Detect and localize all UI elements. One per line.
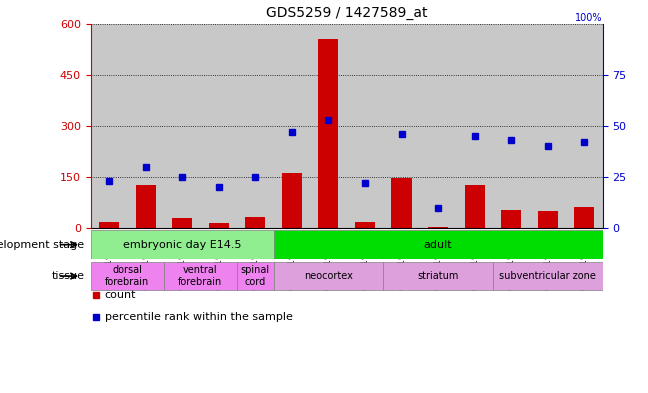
Bar [501,210,521,228]
Bar [391,178,411,228]
Bar [273,230,603,259]
Text: development stage: development stage [0,240,84,250]
Bar [310,24,347,228]
Bar [200,24,237,228]
Bar [245,217,265,228]
Bar [135,185,156,228]
Text: neocortex: neocortex [304,271,353,281]
Bar [164,24,200,228]
Bar [164,262,237,290]
Text: dorsal
forebrain: dorsal forebrain [105,265,150,287]
Bar [237,24,273,228]
Bar [91,262,164,290]
Bar [355,222,375,228]
Bar [465,185,485,228]
Bar [273,262,383,290]
Title: GDS5259 / 1427589_at: GDS5259 / 1427589_at [266,6,428,20]
Bar [237,262,273,290]
Text: 100%: 100% [575,13,603,22]
Bar [91,24,127,228]
Text: ventral
forebrain: ventral forebrain [178,265,222,287]
Bar [538,211,558,228]
Bar [456,24,493,228]
Bar [99,222,119,228]
Text: embryonic day E14.5: embryonic day E14.5 [123,240,242,250]
Bar [172,219,192,228]
Bar [574,207,594,228]
Bar [493,24,529,228]
Text: tissue: tissue [51,271,84,281]
Bar [318,39,338,228]
Text: percentile rank within the sample: percentile rank within the sample [105,312,293,322]
Bar [493,262,603,290]
Text: adult: adult [424,240,452,250]
Bar [383,262,493,290]
Text: count: count [105,290,136,300]
Bar [529,24,566,228]
Bar [91,230,273,259]
Bar [127,24,164,228]
Bar [273,24,310,228]
Bar [428,227,448,228]
Bar [383,24,420,228]
Text: striatum: striatum [417,271,459,281]
Bar [566,24,603,228]
Text: subventricular zone: subventricular zone [500,271,596,281]
Text: spinal
cord: spinal cord [240,265,270,287]
Bar [282,173,302,228]
Bar [347,24,383,228]
Bar [420,24,456,228]
Bar [209,223,229,228]
